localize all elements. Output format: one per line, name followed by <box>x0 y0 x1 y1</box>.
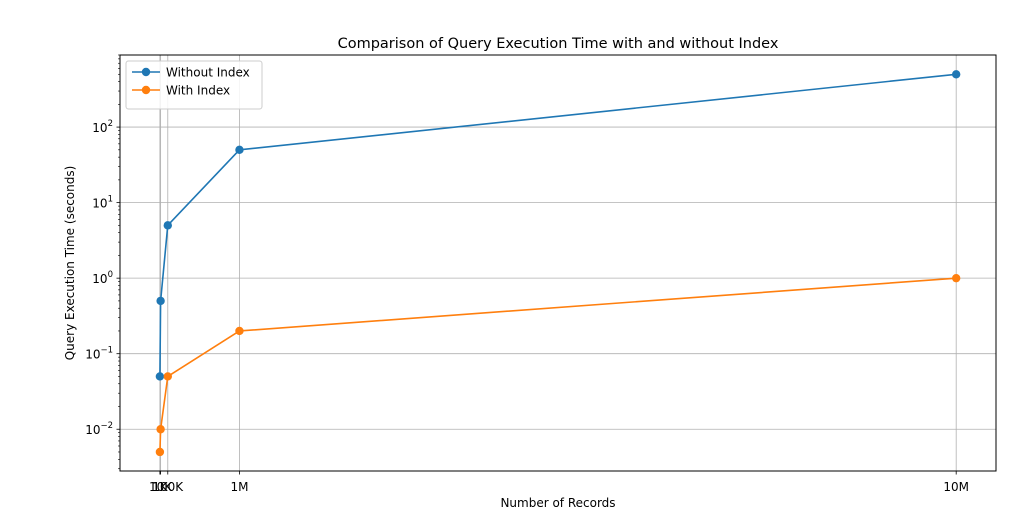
grid <box>120 55 996 471</box>
legend-swatch-marker <box>141 67 151 77</box>
data-point <box>235 145 244 155</box>
legend-label: With Index <box>166 84 230 98</box>
y-tick-label: 101 <box>92 195 113 211</box>
data-point <box>163 372 172 381</box>
x-tick-label: 100K <box>152 480 184 494</box>
plot-frame <box>119 54 997 472</box>
series-group <box>155 70 961 381</box>
data-point <box>163 221 172 230</box>
legend-label: Without Index <box>166 66 250 80</box>
y-tick-label: 102 <box>92 119 113 135</box>
y-axis-title: Query Execution Time (seconds) <box>63 166 77 361</box>
data-point <box>156 425 165 434</box>
data-point <box>155 372 165 381</box>
data-point <box>951 273 961 283</box>
data-point <box>951 70 961 79</box>
data-point <box>235 326 244 336</box>
x-tick-label: 10K <box>149 480 173 494</box>
y-tick-label: 100 <box>92 270 113 286</box>
x-axis-title: Number of Records <box>500 496 615 510</box>
y-tick-label: 10−1 <box>85 346 113 362</box>
legend: Without Index With Index <box>125 60 263 110</box>
x-tick-label: 10M <box>943 480 969 494</box>
data-point <box>156 296 165 306</box>
legend-box <box>125 60 263 110</box>
data-point <box>155 447 165 457</box>
x-tick-label: 1M <box>230 480 248 494</box>
y-tick-label: 10−2 <box>85 421 113 437</box>
series-group <box>155 70 961 457</box>
legend-swatch-marker <box>141 85 151 95</box>
chart-title: Comparison of Query Execution Time with … <box>338 36 779 52</box>
x-tick-label: 1K <box>152 480 169 494</box>
series-group <box>155 273 961 457</box>
